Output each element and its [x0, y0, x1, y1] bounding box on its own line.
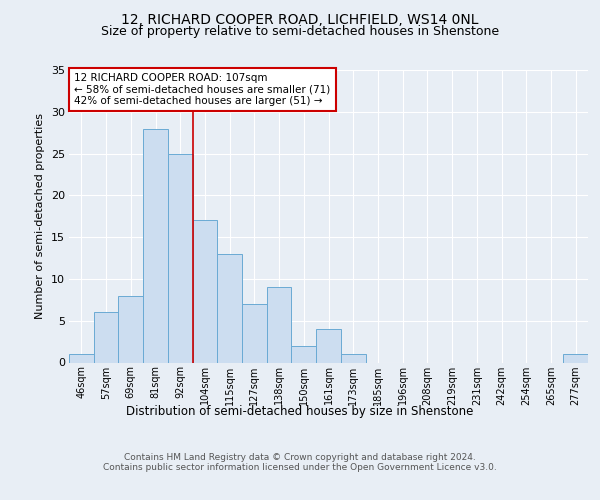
Bar: [168, 154, 193, 362]
Text: 12, RICHARD COOPER ROAD, LICHFIELD, WS14 0NL: 12, RICHARD COOPER ROAD, LICHFIELD, WS14…: [121, 12, 479, 26]
Bar: [267, 288, 292, 362]
Bar: [316, 329, 341, 362]
Bar: [341, 354, 365, 362]
Bar: [242, 304, 267, 362]
Text: Contains HM Land Registry data © Crown copyright and database right 2024.
Contai: Contains HM Land Registry data © Crown c…: [103, 452, 497, 472]
Bar: [563, 354, 588, 362]
Bar: [193, 220, 217, 362]
Bar: [292, 346, 316, 362]
Bar: [217, 254, 242, 362]
Bar: [69, 354, 94, 362]
Text: 12 RICHARD COOPER ROAD: 107sqm
← 58% of semi-detached houses are smaller (71)
42: 12 RICHARD COOPER ROAD: 107sqm ← 58% of …: [74, 73, 331, 106]
Y-axis label: Number of semi-detached properties: Number of semi-detached properties: [35, 114, 45, 320]
Bar: [94, 312, 118, 362]
Text: Size of property relative to semi-detached houses in Shenstone: Size of property relative to semi-detach…: [101, 25, 499, 38]
Text: Distribution of semi-detached houses by size in Shenstone: Distribution of semi-detached houses by …: [127, 405, 473, 418]
Bar: [118, 296, 143, 362]
Bar: [143, 128, 168, 362]
